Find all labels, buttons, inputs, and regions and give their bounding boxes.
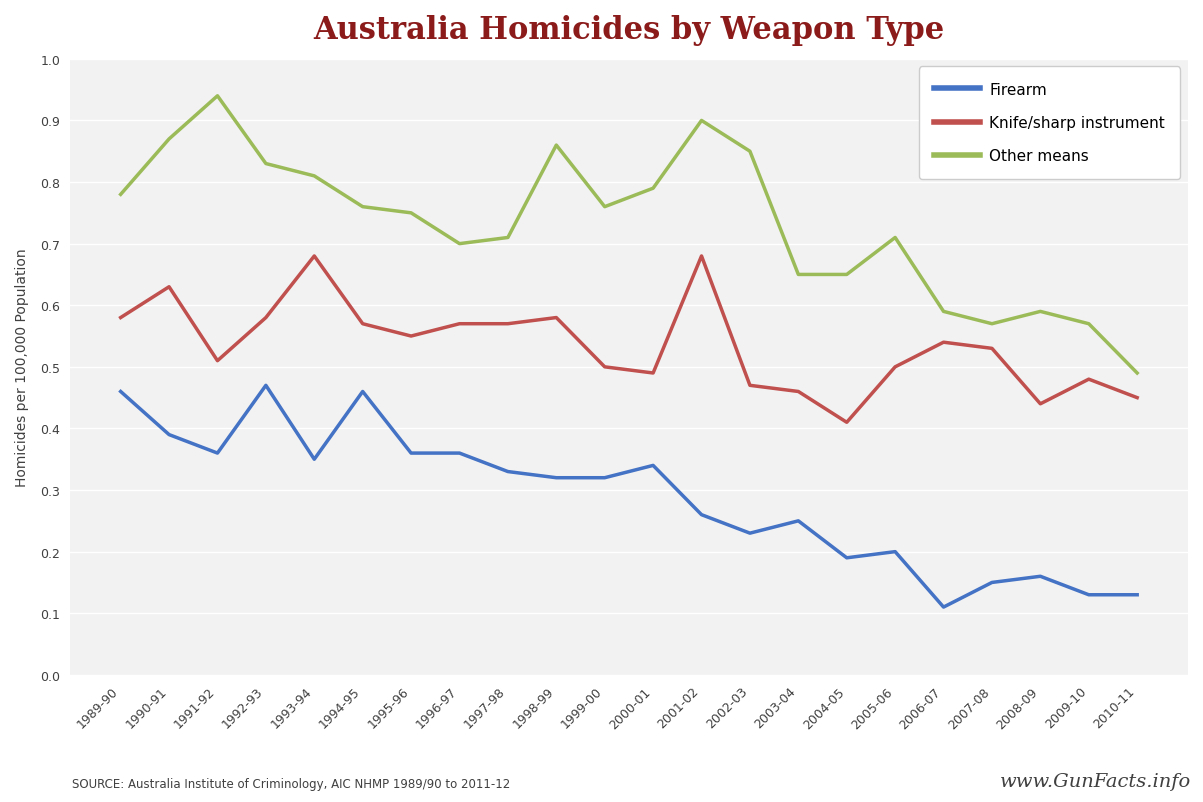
Knife/sharp instrument	[646, 369, 660, 379]
Legend: Firearm, Knife/sharp instrument, Other means: Firearm, Knife/sharp instrument, Other m…	[919, 67, 1180, 180]
Line: Firearm: Firearm	[120, 386, 1137, 607]
Other means	[936, 307, 950, 317]
Knife/sharp instrument	[307, 252, 321, 261]
Other means	[113, 190, 128, 200]
Other means	[646, 184, 660, 194]
Firearm	[598, 473, 612, 483]
Other means	[259, 160, 273, 169]
Knife/sharp instrument	[259, 314, 273, 323]
Knife/sharp instrument	[694, 252, 709, 261]
Firearm	[985, 578, 1000, 588]
Knife/sharp instrument	[742, 381, 757, 391]
Other means	[742, 148, 757, 157]
Knife/sharp instrument	[1130, 393, 1144, 403]
Knife/sharp instrument	[113, 314, 128, 323]
Knife/sharp instrument	[1081, 375, 1096, 384]
Other means	[840, 270, 854, 280]
Other means	[549, 141, 563, 151]
Other means	[404, 209, 419, 218]
Other means	[1130, 369, 1144, 379]
Firearm	[792, 516, 806, 526]
Firearm	[355, 387, 369, 397]
Knife/sharp instrument	[549, 314, 563, 323]
Other means	[1081, 319, 1096, 329]
Knife/sharp instrument	[936, 338, 950, 347]
Other means	[162, 135, 177, 144]
Firearm	[840, 553, 854, 563]
Other means	[888, 233, 902, 243]
Firearm	[259, 381, 273, 391]
Knife/sharp instrument	[404, 332, 419, 342]
Firearm	[742, 529, 757, 538]
Firearm	[113, 387, 128, 397]
Firearm	[1130, 590, 1144, 600]
Knife/sharp instrument	[1033, 399, 1048, 409]
Title: Australia Homicides by Weapon Type: Australia Homicides by Weapon Type	[313, 15, 944, 46]
Knife/sharp instrument	[162, 282, 177, 292]
Knife/sharp instrument	[985, 344, 1000, 354]
Y-axis label: Homicides per 100,000 Population: Homicides per 100,000 Population	[14, 248, 29, 487]
Knife/sharp instrument	[840, 418, 854, 427]
Knife/sharp instrument	[500, 319, 515, 329]
Other means	[500, 233, 515, 243]
Knife/sharp instrument	[452, 319, 467, 329]
Firearm	[211, 448, 225, 458]
Firearm	[888, 547, 902, 557]
Other means	[355, 203, 369, 213]
Firearm	[1081, 590, 1096, 600]
Text: SOURCE: Australia Institute of Criminology, AIC NHMP 1989/90 to 2011-12: SOURCE: Australia Institute of Criminolo…	[72, 777, 510, 790]
Other means	[792, 270, 806, 280]
Other means	[211, 92, 225, 102]
Other means	[985, 319, 1000, 329]
Other means	[452, 240, 467, 249]
Firearm	[1033, 572, 1048, 581]
Knife/sharp instrument	[598, 363, 612, 372]
Line: Knife/sharp instrument: Knife/sharp instrument	[120, 257, 1137, 423]
Other means	[307, 172, 321, 181]
Other means	[1033, 307, 1048, 317]
Knife/sharp instrument	[355, 319, 369, 329]
Firearm	[936, 602, 950, 612]
Text: www.GunFacts.info: www.GunFacts.info	[1000, 772, 1191, 790]
Firearm	[500, 467, 515, 476]
Firearm	[549, 473, 563, 483]
Other means	[598, 203, 612, 213]
Knife/sharp instrument	[888, 363, 902, 372]
Knife/sharp instrument	[211, 356, 225, 366]
Firearm	[404, 448, 419, 458]
Firearm	[162, 430, 177, 439]
Firearm	[694, 510, 709, 520]
Firearm	[452, 448, 467, 458]
Line: Other means: Other means	[120, 97, 1137, 374]
Knife/sharp instrument	[792, 387, 806, 397]
Firearm	[646, 461, 660, 471]
Other means	[694, 116, 709, 126]
Firearm	[307, 455, 321, 464]
